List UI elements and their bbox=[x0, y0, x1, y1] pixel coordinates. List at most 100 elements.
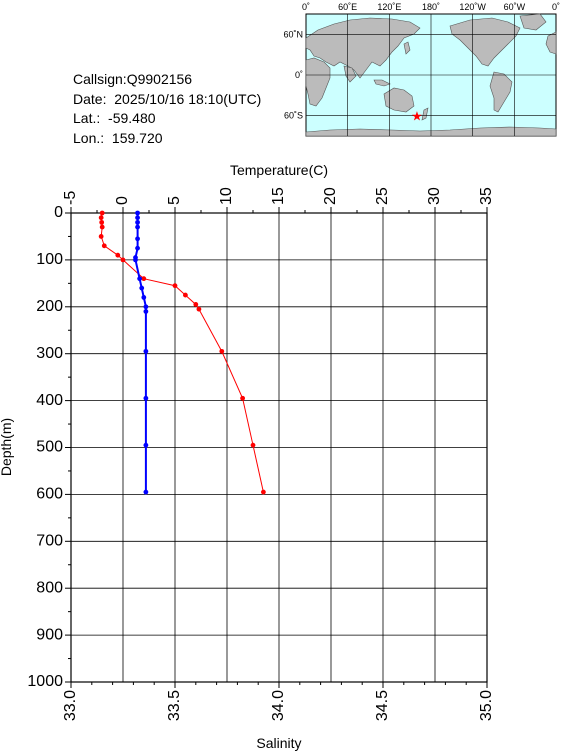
depth-tick-label: 900 bbox=[36, 626, 63, 643]
temperature-point bbox=[196, 306, 202, 312]
temperature-point bbox=[101, 243, 107, 249]
map-lon-tick: 60˚W bbox=[504, 2, 526, 12]
salinity-tick-label: 34.5 bbox=[374, 690, 391, 721]
temperature-point bbox=[115, 252, 121, 258]
temperature-point bbox=[250, 442, 256, 448]
temperature-point bbox=[98, 234, 104, 239]
map-lon-tick: 0˚ bbox=[302, 2, 310, 12]
temperature-point bbox=[120, 257, 126, 263]
lat-label: Lat.: bbox=[73, 110, 101, 126]
land-greenland bbox=[519, 13, 547, 31]
temperature-tick-label: 25 bbox=[374, 187, 391, 205]
temperature-tick-label: 20 bbox=[322, 187, 339, 205]
salinity-point bbox=[143, 348, 149, 354]
salinity-point bbox=[135, 215, 140, 221]
map-lon-tick: 0˚ bbox=[552, 2, 560, 12]
callsign-value: Q9902156 bbox=[126, 71, 193, 87]
temperature-axis-label: Temperature(C) bbox=[230, 162, 328, 178]
depth-tick-label: 200 bbox=[36, 298, 63, 315]
depth-tick-label: 400 bbox=[36, 392, 63, 409]
land-south-america bbox=[489, 71, 513, 113]
map-lat-tick: 0˚ bbox=[295, 70, 303, 80]
temperature-point bbox=[193, 302, 199, 307]
temperature-point bbox=[240, 395, 246, 401]
float-info-panel: Callsign:Q9902156 Date: 2025/10/16 18:10… bbox=[73, 70, 261, 148]
salinity-point bbox=[133, 257, 138, 263]
callsign-label: Callsign: bbox=[73, 71, 127, 87]
salinity-point bbox=[135, 210, 140, 216]
salinity-tick-label: 33.0 bbox=[62, 690, 79, 721]
salinity-point bbox=[143, 304, 149, 310]
land-west-europe bbox=[545, 31, 557, 55]
temperature-point bbox=[141, 276, 147, 282]
plot-frame bbox=[70, 212, 488, 683]
date-label: Date: bbox=[73, 90, 107, 107]
depth-tick-label: 0 bbox=[54, 204, 63, 221]
map-lat-tick: 60˚S bbox=[284, 111, 303, 121]
depth-tick-label: 700 bbox=[36, 533, 63, 550]
land-indonesia bbox=[373, 79, 391, 87]
temperature-axis: -5 0 5 10 15 20 25 30 35 bbox=[62, 187, 495, 213]
salinity-point bbox=[135, 245, 140, 251]
temperature-point bbox=[183, 292, 188, 298]
temperature-point bbox=[98, 215, 104, 221]
map-lon-tick: 60˚E bbox=[338, 2, 357, 12]
location-marker-icon: ★ bbox=[411, 108, 423, 123]
salinity-axis: 33.0 33.5 34.0 34.5 35.0 bbox=[62, 682, 495, 721]
temperature-point bbox=[99, 224, 105, 230]
salinity-point bbox=[139, 285, 145, 291]
salinity-point bbox=[143, 309, 149, 314]
temperature-point bbox=[99, 210, 105, 216]
land-india bbox=[343, 65, 357, 83]
lat-row: Lat.: -59.480 bbox=[73, 109, 261, 129]
temperature-tick-label: 15 bbox=[270, 187, 287, 205]
temperature-tick-label: 35 bbox=[478, 187, 495, 205]
map-lon-tick: 120˚E bbox=[377, 2, 401, 12]
depth-tick-label: 600 bbox=[36, 486, 63, 503]
data-series bbox=[98, 210, 266, 495]
land-australia bbox=[383, 87, 415, 113]
salinity-tick-label: 33.5 bbox=[166, 690, 183, 721]
lon-value: 159.720 bbox=[111, 129, 163, 146]
salinity-point bbox=[143, 489, 149, 495]
salinity-tick-label: 35.0 bbox=[478, 690, 495, 721]
lat-value: -59.480 bbox=[108, 110, 156, 126]
land-japan bbox=[403, 41, 411, 55]
salinity-point bbox=[135, 224, 140, 230]
depth-tick-label: 500 bbox=[36, 439, 63, 456]
temperature-point bbox=[172, 283, 178, 289]
location-map: 0˚ 60˚E 120˚E 180˚ 120˚W 60˚W 0˚ 60˚N 0˚ 60˚S ★ bbox=[283, 2, 560, 137]
depth-tick-label: 1000 bbox=[27, 673, 63, 690]
map-latitude-ticks: 60˚N 0˚ 60˚S bbox=[283, 29, 303, 120]
temperature-tick-label: 0 bbox=[114, 196, 131, 205]
temperature-point bbox=[99, 219, 105, 225]
salinity-axis-label: Salinity bbox=[256, 735, 301, 751]
lon-row: Lon.: 159.720 bbox=[73, 129, 261, 149]
map-grid bbox=[306, 14, 556, 136]
temperature-tick-label: 30 bbox=[426, 187, 443, 205]
map-lon-tick: 120˚W bbox=[459, 2, 486, 12]
salinity-point bbox=[143, 395, 149, 401]
callsign-row: Callsign:Q9902156 bbox=[73, 70, 261, 90]
temperature-tick-label: -5 bbox=[62, 191, 79, 205]
temperature-tick-label: 10 bbox=[218, 187, 235, 205]
depth-tick-label: 100 bbox=[36, 251, 63, 268]
salinity-point bbox=[137, 276, 143, 282]
salinity-point bbox=[135, 219, 140, 225]
salinity-profile-line bbox=[134, 213, 147, 493]
depth-axis: 0 100 200 300 400 500 600 700 800 900 1000 bbox=[27, 204, 71, 690]
map-land bbox=[305, 13, 557, 137]
map-lat-tick: 60˚N bbox=[283, 29, 303, 39]
date-value: 2025/10/16 18:10(UTC) bbox=[114, 90, 262, 107]
salinity-tick-label: 34.0 bbox=[270, 690, 287, 721]
map-longitude-ticks: 0˚ 60˚E 120˚E 180˚ 120˚W 60˚W 0˚ bbox=[302, 2, 560, 12]
salinity-point bbox=[133, 255, 138, 260]
depth-tick-label: 300 bbox=[36, 345, 63, 362]
land-north-america bbox=[449, 17, 521, 67]
salinity-point bbox=[135, 236, 140, 242]
land-eurasia bbox=[305, 17, 421, 79]
lon-label: Lon.: bbox=[73, 129, 105, 146]
salinity-point bbox=[143, 442, 149, 448]
depth-axis-label: Depth(m) bbox=[0, 418, 14, 476]
chart-grid bbox=[70, 212, 488, 683]
